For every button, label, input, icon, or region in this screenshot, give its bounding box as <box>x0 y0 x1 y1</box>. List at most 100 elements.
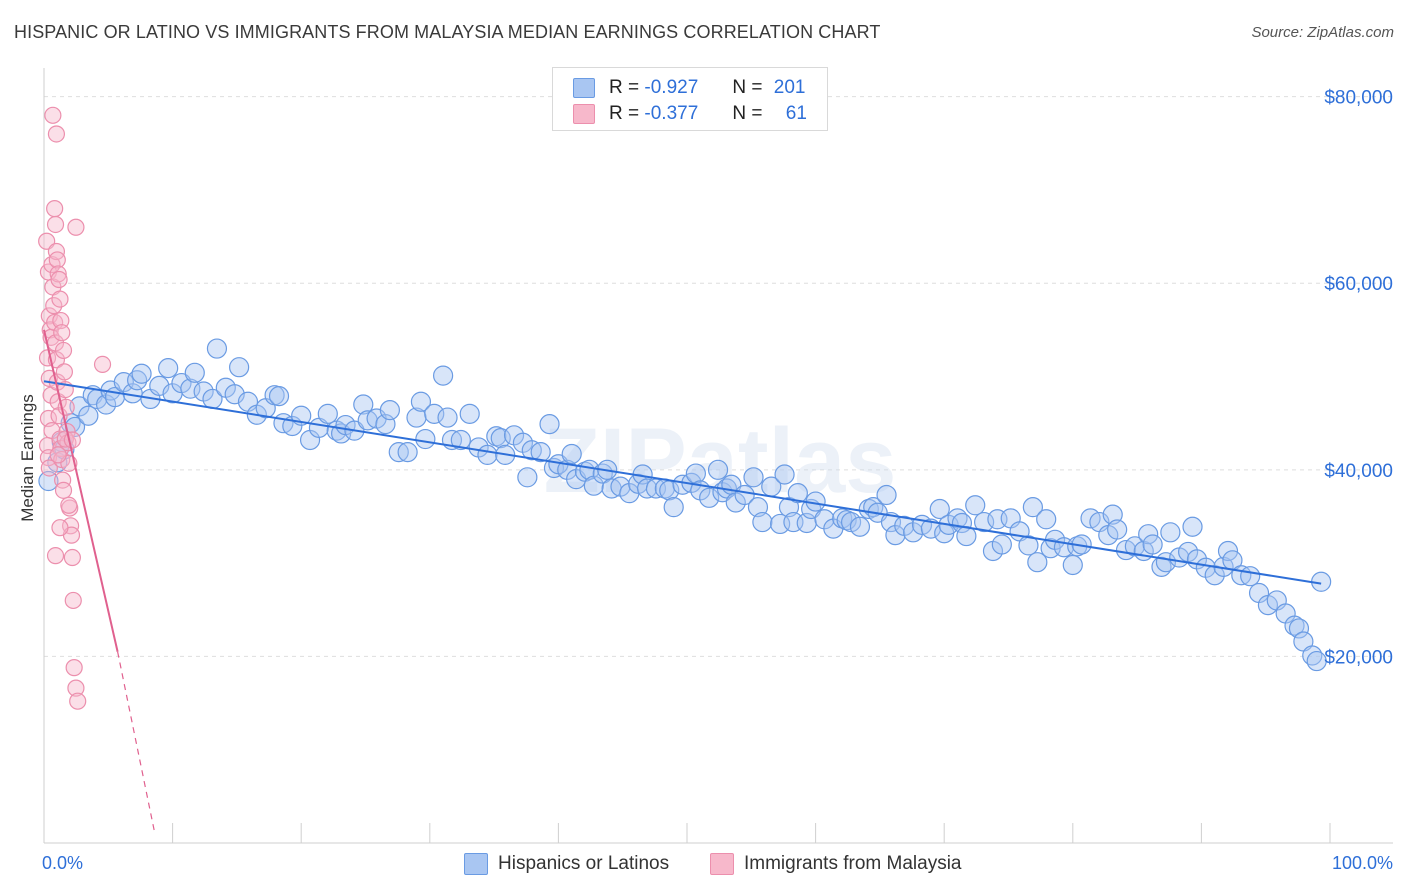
y-axis-label: Median Earnings <box>18 394 37 522</box>
trend-lines <box>43 329 1322 834</box>
point-hispanic <box>774 464 795 485</box>
point-malaysia <box>40 459 58 477</box>
point-malaysia <box>93 355 112 374</box>
point-malaysia <box>46 547 65 565</box>
legend-row-hispanic: R = -0.927 N = 201 <box>573 76 805 100</box>
point-hispanic <box>1036 509 1057 530</box>
point-hispanic <box>415 428 436 450</box>
point-malaysia <box>67 679 85 697</box>
legend-swatch-malaysia <box>573 104 595 124</box>
n-label: N = <box>732 103 763 124</box>
point-hispanic <box>206 338 228 359</box>
y-tick-label: $80,000 <box>1324 88 1393 109</box>
point-hispanic <box>1107 519 1128 540</box>
point-malaysia <box>63 548 81 567</box>
point-malaysia <box>63 431 81 449</box>
point-hispanic <box>317 403 338 424</box>
point-hispanic <box>965 495 986 516</box>
point-hispanic <box>991 534 1012 555</box>
x-tick-label-left: 0.0% <box>42 853 83 873</box>
point-hispanic <box>1240 566 1261 587</box>
y-tick-label: $40,000 <box>1324 461 1393 482</box>
point-malaysia <box>51 290 69 308</box>
point-hispanic <box>1217 540 1239 562</box>
point-malaysia <box>50 270 68 289</box>
point-hispanic <box>379 400 400 421</box>
point-hispanic <box>1102 504 1123 525</box>
point-hispanic <box>158 358 179 379</box>
point-hispanic <box>561 443 582 465</box>
point-hispanic <box>437 407 458 428</box>
point-hispanic <box>180 378 201 399</box>
point-hispanic <box>490 428 511 449</box>
point-hispanic <box>636 478 658 499</box>
point-hispanic <box>388 442 409 463</box>
point-malaysia <box>62 517 80 535</box>
point-hispanic <box>663 497 684 518</box>
point-hispanic <box>1062 554 1083 576</box>
trend-line-hispanic <box>43 380 1322 585</box>
legend-label-malaysia: Immigrants from Malaysia <box>744 853 962 874</box>
r-value: -0.377 <box>644 103 699 124</box>
point-hispanic <box>353 394 374 415</box>
point-malaysia <box>53 324 71 342</box>
point-hispanic <box>876 484 897 506</box>
point-hispanic <box>268 386 290 407</box>
point-hispanic <box>1022 497 1043 518</box>
point-malaysia <box>48 251 66 269</box>
point-malaysia <box>47 125 66 143</box>
point-malaysia <box>55 363 73 381</box>
n-value: 61 <box>785 103 807 124</box>
n-value: 201 <box>773 77 806 98</box>
r-label: R = <box>609 77 640 98</box>
point-malaysia <box>45 297 63 315</box>
point-hispanic <box>743 467 764 488</box>
point-hispanic <box>229 357 250 378</box>
point-malaysia <box>65 659 83 677</box>
point-malaysia <box>64 591 82 610</box>
point-hispanic <box>517 467 538 488</box>
point-hispanic <box>1288 618 1310 639</box>
axes <box>43 68 1393 844</box>
point-hispanic <box>424 403 445 424</box>
y-tick-label: $20,000 <box>1324 647 1393 668</box>
point-hispanic <box>1027 552 1048 573</box>
gridlines <box>44 96 1393 657</box>
point-hispanic <box>530 442 551 463</box>
y-tick-labels: $20,000 $40,000 $60,000 $80,000 <box>1324 88 1393 669</box>
legend-row-malaysia: R = -0.377 N = 61 <box>573 102 807 126</box>
stats-legend: R = -0.927 N = 201 R = -0.377 N = 61 <box>552 67 828 131</box>
point-hispanic <box>78 405 99 426</box>
point-malaysia <box>49 446 67 464</box>
point-hispanic <box>1138 524 1159 545</box>
point-hispanic <box>1182 516 1203 537</box>
point-malaysia <box>43 255 61 274</box>
point-hispanic <box>974 511 995 533</box>
point-hispanic <box>880 511 902 533</box>
y-tick-label: $60,000 <box>1324 274 1393 295</box>
point-malaysia <box>67 218 85 236</box>
chart-title: HISPANIC OR LATINO VS IMMIGRANTS FROM MA… <box>14 22 881 42</box>
r-value: -0.927 <box>644 77 699 98</box>
legend-item-malaysia: Immigrants from Malaysia <box>710 852 962 876</box>
point-hispanic <box>477 444 498 466</box>
point-malaysia <box>51 519 69 537</box>
point-hispanic <box>747 497 769 518</box>
point-malaysia <box>54 341 73 360</box>
legend-swatch-malaysia <box>710 853 734 875</box>
legend-label-hispanic: Hispanics or Latinos <box>498 853 670 874</box>
point-hispanic <box>433 365 454 386</box>
point-malaysia <box>60 496 78 514</box>
point-malaysia <box>44 106 62 124</box>
source-label: Source: ZipAtlas.com <box>1251 24 1394 41</box>
point-malaysia <box>46 200 64 218</box>
point-hispanic <box>38 470 59 492</box>
point-malaysia <box>69 692 87 710</box>
trend-line-malaysia <box>43 329 119 652</box>
r-label: R = <box>609 103 640 124</box>
point-hispanic <box>752 511 773 533</box>
trend-line-malaysia-extrapolated <box>117 651 156 834</box>
point-hispanic <box>685 463 706 484</box>
point-hispanic <box>184 362 205 383</box>
